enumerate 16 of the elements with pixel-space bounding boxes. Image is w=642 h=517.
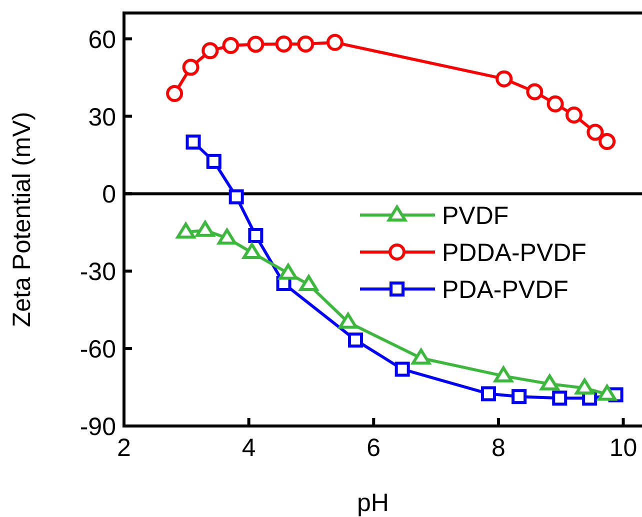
y-tick-label: 0 <box>102 180 116 209</box>
y-tick-label: -90 <box>80 413 116 441</box>
x-tick-label: 6 <box>366 434 381 462</box>
y-tick-label: 30 <box>88 103 116 132</box>
y-tick-label: -60 <box>80 336 116 364</box>
x-axis-title: pH <box>357 489 389 517</box>
legend-label: PDA-PVDF <box>442 276 568 304</box>
x-tick-label: 8 <box>492 434 506 462</box>
legend-label: PVDF <box>442 202 509 230</box>
y-axis-title: Zeta Potential (mV) <box>8 112 36 328</box>
x-tick-label: 2 <box>117 434 131 462</box>
y-tick-label: 60 <box>88 26 116 54</box>
x-tick-label: 10 <box>609 434 638 462</box>
legend-label: PDDA-PVDF <box>442 239 586 267</box>
y-tick-label: -30 <box>80 258 116 286</box>
x-tick-label: 4 <box>242 434 256 462</box>
